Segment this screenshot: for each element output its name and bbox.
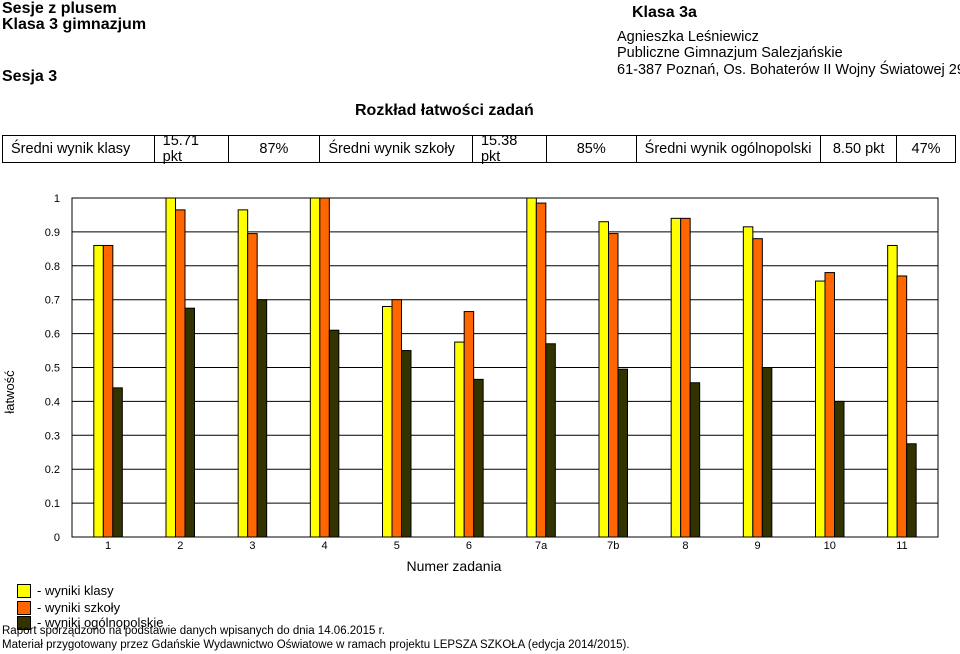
y-tick-label: 1: [54, 193, 60, 205]
bar-school-4: [319, 197, 330, 538]
bar-class-3: [237, 209, 249, 538]
bar-school-1: [102, 244, 114, 538]
legend-item-national: - wyniki ogólnopolskie: [17, 615, 163, 630]
y-tick-label: 0.4: [45, 396, 60, 408]
bar-national-5: [401, 350, 412, 538]
y-axis-title: łatwość: [2, 370, 17, 414]
session-label: Sesja 3: [2, 68, 58, 85]
bar-national-6: [473, 378, 484, 538]
bar-class-5: [382, 305, 393, 538]
bar-school-3: [247, 233, 258, 538]
bar-school-9: [752, 238, 763, 538]
x-axis-title: Numer zadania: [407, 558, 502, 574]
bar-class-9: [742, 226, 754, 538]
bar-class-7b: [598, 221, 609, 538]
legend-label-national: - wyniki ogólnopolskie: [37, 615, 164, 630]
legend-label-school: - wyniki szkoły: [37, 600, 121, 615]
bar-class-4: [309, 197, 321, 538]
y-tick-label: 0.6: [45, 329, 60, 341]
bar-class-1: [93, 244, 104, 538]
bar-class-10: [815, 280, 826, 538]
teacher-name: Agnieszka Leśniewicz: [617, 29, 759, 45]
chart-grid: [71, 197, 939, 538]
x-tick-label: 11: [896, 540, 907, 552]
y-tick-label: 0.2: [45, 464, 60, 476]
x-tick-label: 10: [824, 540, 836, 552]
bar-national-8: [689, 382, 701, 538]
class-name: Klasa 3a: [632, 4, 697, 21]
bar-school-2: [175, 209, 186, 538]
footer-publisher: Materiał przygotowany przez Gdańskie Wyd…: [2, 639, 630, 651]
footer-report-date: Raport sporządzono na podstawie danych w…: [2, 625, 385, 637]
y-tick-label: 0: [54, 532, 60, 544]
bar-school-10: [824, 272, 835, 538]
class-score-points: 15.71 pkt: [155, 133, 229, 165]
class-score-label: Średni wynik klasy: [3, 136, 155, 162]
bar-school-7b: [608, 233, 619, 538]
bar-class-7a: [526, 197, 537, 538]
school-name: Publiczne Gimnazjum Salezjańskie: [617, 45, 843, 61]
school-score-points: 15.38 pkt: [473, 133, 547, 165]
legend-swatch-national: [17, 615, 31, 630]
y-tick-label: 0.7: [45, 295, 60, 307]
y-tick-label: 0.5: [45, 363, 60, 375]
x-tick-label: 9: [755, 540, 761, 552]
y-tick-label: 0.3: [45, 430, 60, 442]
report-title-line2: Klasa 3 gimnazjum: [2, 16, 147, 33]
bar-national-2: [184, 307, 195, 538]
school-address: 61-387 Poznań, Os. Bohaterów II Wojny Św…: [617, 62, 960, 78]
bar-school-6: [463, 311, 475, 538]
national-score-label: Średni wynik ogólnopolski: [637, 136, 822, 162]
bar-national-7b: [617, 368, 628, 538]
legend-swatch-class: [17, 583, 31, 598]
legend-label-class: - wyniki klasy: [37, 583, 114, 598]
bar-class-2: [165, 197, 176, 538]
bar-national-4: [328, 329, 340, 538]
x-tick-label: 4: [322, 540, 328, 552]
legend-swatch-school: [17, 600, 31, 615]
bar-school-11: [896, 275, 908, 538]
x-tick-label: 6: [466, 540, 472, 552]
y-tick-label: 0.9: [45, 227, 60, 239]
bar-national-1: [112, 387, 123, 538]
bar-school-7a: [535, 202, 547, 538]
bar-national-3: [256, 299, 268, 538]
bar-national-11: [906, 443, 917, 538]
bar-class-6: [454, 341, 465, 538]
stats-table: Średni wynik klasy 15.71 pkt 87% Średni …: [2, 133, 956, 165]
national-score-points: 8.50 pkt: [821, 136, 898, 162]
school-score-percent: 85%: [547, 136, 637, 162]
chart-axes: 00.10.20.30.40.50.60.70.80.911 2 3 4 5 6 7a 7b 8…: [45, 193, 908, 552]
bar-class-8: [670, 217, 682, 538]
national-score-percent: 47%: [911, 141, 941, 157]
school-score-label: Średni wynik szkoły: [320, 136, 473, 162]
class-score-percent: 87%: [229, 136, 321, 162]
x-tick-label: 7b: [607, 540, 619, 552]
bar-national-10: [834, 400, 845, 538]
x-tick-label: 3: [249, 540, 255, 552]
x-tick-label: 5: [394, 540, 400, 552]
y-tick-label: 0.8: [45, 261, 60, 273]
difficulty-bar-chart: 00.10.20.30.40.50.60.70.80.911 2 3 4 5 6 7a 7b 8…: [2, 193, 939, 574]
x-tick-label: 1: [105, 540, 111, 552]
bar-school-5: [391, 299, 402, 538]
bar-national-9: [761, 367, 773, 538]
x-tick-label: 2: [177, 540, 183, 552]
x-tick-label: 7a: [535, 540, 548, 552]
x-tick-label: 8: [682, 540, 688, 552]
chart-bars: [93, 197, 917, 538]
bar-class-11: [887, 244, 898, 538]
bar-school-8: [680, 217, 691, 538]
report-title-line1: Sesje z plusem: [2, 0, 117, 17]
y-tick-label: 0.1: [45, 498, 60, 510]
legend-item-class: - wyniki klasy: [17, 583, 114, 598]
section-title: Rozkład łatwości zadań: [355, 102, 534, 119]
bar-national-7a: [545, 343, 556, 538]
legend-item-school: - wyniki szkoły: [17, 600, 120, 615]
